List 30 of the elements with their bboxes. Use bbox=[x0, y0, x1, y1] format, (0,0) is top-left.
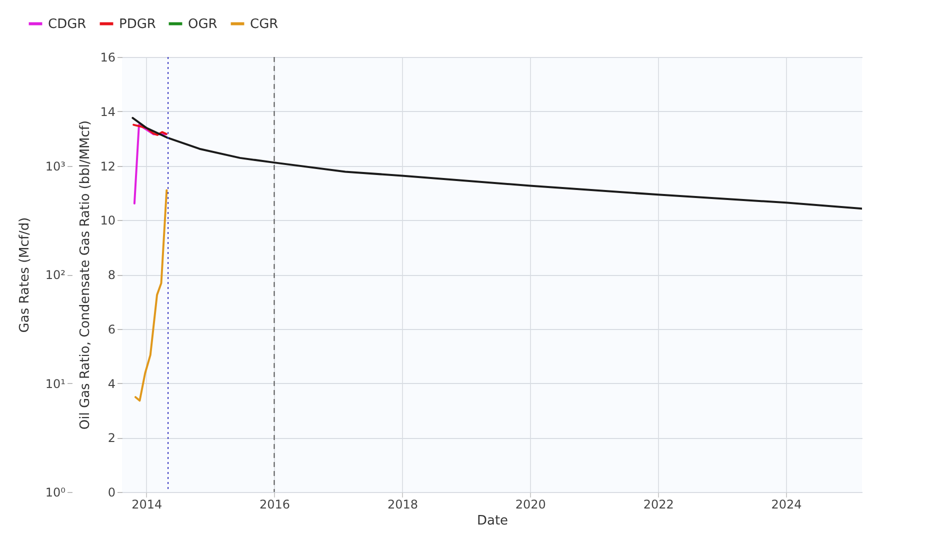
y-tick-label: 0 bbox=[108, 486, 116, 500]
x-tick-label: 2018 bbox=[387, 498, 418, 512]
line-series bbox=[132, 124, 168, 136]
y2-tick-label: 10¹ bbox=[45, 376, 66, 391]
y-tick-label: 8 bbox=[108, 268, 116, 282]
x-axis-title: Date bbox=[476, 514, 508, 528]
y2-tick-label: 10² bbox=[45, 268, 66, 282]
y-tick-label: 2 bbox=[108, 431, 116, 446]
line-series bbox=[134, 189, 168, 402]
y2-axis-title: Gas Rates (Mcf/d) bbox=[17, 217, 32, 333]
line-series bbox=[133, 124, 168, 204]
y-axis-title: Oil Gas Ratio, Condensate Gas Ratio (bbl/MMcf) bbox=[78, 120, 94, 430]
legend-label: CGR bbox=[250, 16, 278, 32]
y-tick-label: 10 bbox=[100, 214, 116, 228]
y-tick-label: 16 bbox=[100, 50, 116, 64]
legend-label: CDGR bbox=[48, 16, 86, 32]
x-tick-label: 2022 bbox=[643, 498, 674, 512]
x-tick-label: 2014 bbox=[132, 498, 162, 512]
line-series bbox=[132, 116, 862, 210]
y-tick-label: 4 bbox=[108, 376, 116, 391]
legend-label: OGR bbox=[188, 16, 218, 32]
x-tick-label: 2024 bbox=[771, 498, 802, 512]
y-tick-label: 6 bbox=[108, 322, 116, 336]
x-tick-label: 2016 bbox=[259, 498, 290, 512]
legend-label: PDGR bbox=[119, 16, 156, 32]
y-tick-label: 14 bbox=[100, 104, 116, 119]
y2-tick-label: 10³ bbox=[45, 159, 66, 174]
x-tick-label: 2020 bbox=[515, 498, 546, 512]
y-tick-label: 12 bbox=[100, 159, 116, 174]
y2-tick-label: 10⁰ bbox=[45, 486, 66, 500]
